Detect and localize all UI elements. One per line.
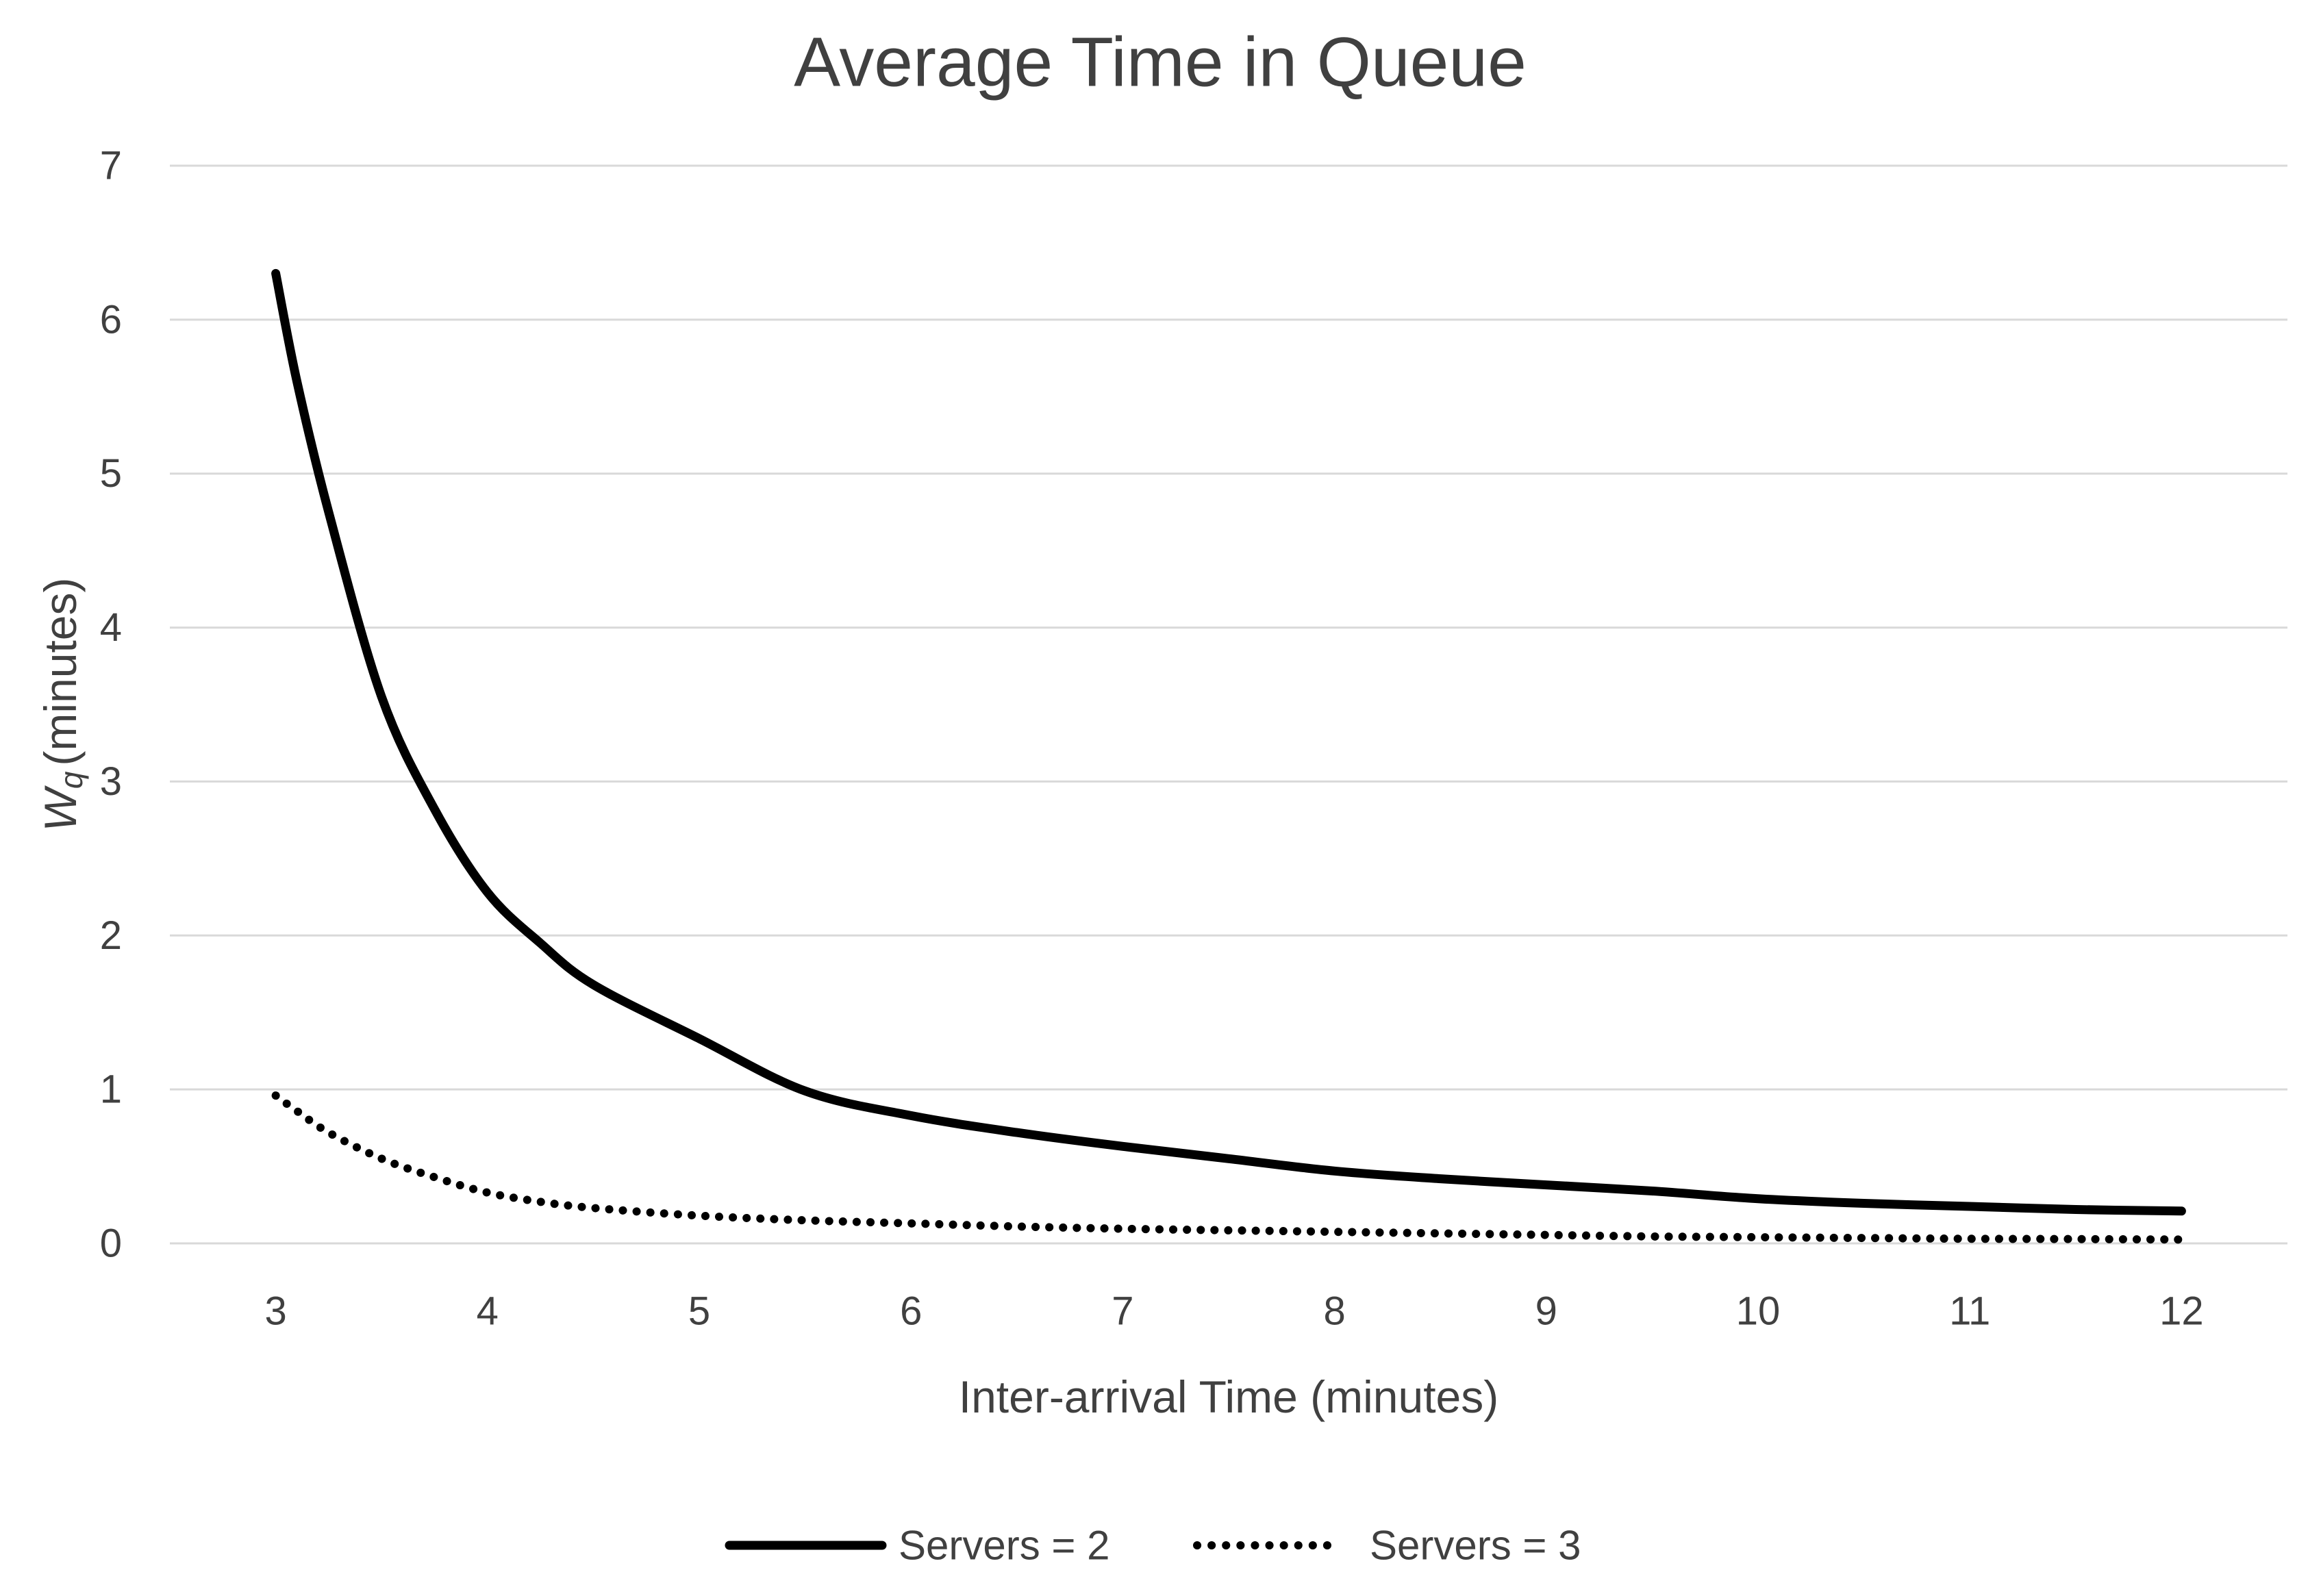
chart-title: Average Time in Queue <box>794 23 1527 101</box>
y-tick-label-1: 1 <box>100 1067 122 1112</box>
y-axis-title: Wq (minutes) <box>35 578 89 832</box>
y-tick-label-0: 0 <box>100 1221 122 1266</box>
y-axis-title-units: (minutes) <box>35 578 86 766</box>
x-axis-title: Inter-arrival Time (minutes) <box>959 1371 1499 1422</box>
legend-label-servers-2: Servers = 2 <box>899 1523 1109 1569</box>
y-axis-title-symbol: W <box>35 785 86 831</box>
series-curve-servers-3 <box>271 1091 2186 1244</box>
legend: Servers = 2 Servers = 3 <box>725 1523 1581 1569</box>
x-tick-label-12: 12 <box>2159 1289 2204 1334</box>
x-tick-label-7: 7 <box>1112 1289 1133 1334</box>
y-tick-label-2: 2 <box>100 913 122 958</box>
y-tick-label-5: 5 <box>100 451 122 496</box>
y-tick-label-6: 6 <box>100 297 122 342</box>
x-axis-tick-labels: 3 4 5 6 7 8 9 10 11 12 <box>264 1289 2203 1334</box>
x-tick-label-6: 6 <box>900 1289 922 1334</box>
y-axis-title-subscript: q <box>53 771 89 789</box>
x-tick-label-10: 10 <box>1736 1289 1781 1334</box>
y-tick-label-3: 3 <box>100 759 122 804</box>
y-tick-label-4: 4 <box>100 605 122 650</box>
series-curves <box>271 268 2186 1244</box>
legend-label-servers-3: Servers = 3 <box>1370 1523 1581 1569</box>
x-tick-label-8: 8 <box>1323 1289 1345 1334</box>
y-axis-tick-labels: 0 1 2 3 4 5 6 7 <box>100 144 122 1266</box>
x-tick-label-4: 4 <box>477 1289 499 1334</box>
x-tick-label-5: 5 <box>688 1289 710 1334</box>
y-tick-label-7: 7 <box>100 144 122 188</box>
x-tick-label-11: 11 <box>1949 1289 1990 1334</box>
x-tick-label-3: 3 <box>264 1289 286 1334</box>
x-tick-label-9: 9 <box>1535 1289 1557 1334</box>
gridlines <box>170 164 2287 1245</box>
series-curve-servers-2 <box>271 268 2186 1216</box>
